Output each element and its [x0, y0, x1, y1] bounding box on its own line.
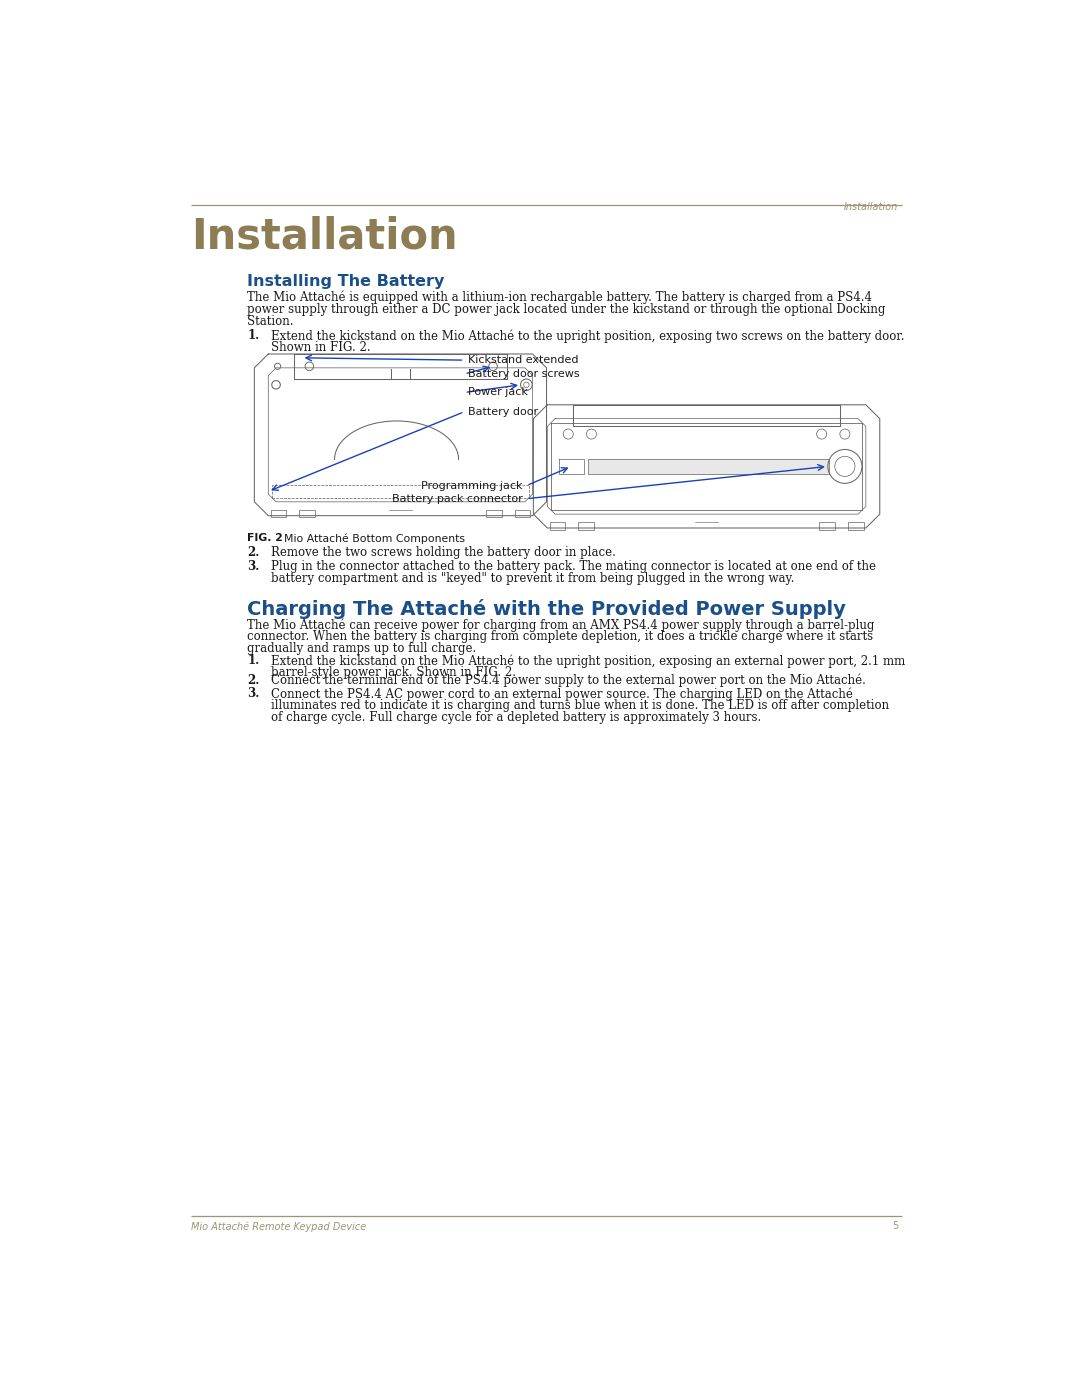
Text: 2.: 2. [247, 673, 260, 686]
Text: 3.: 3. [247, 560, 260, 573]
Text: Kickstand extended: Kickstand extended [469, 355, 579, 365]
Text: Installation: Installation [845, 201, 899, 211]
Text: Battery door screws: Battery door screws [469, 369, 580, 379]
Text: Battery door: Battery door [469, 407, 538, 416]
Text: Battery pack connector: Battery pack connector [392, 493, 523, 504]
Bar [820, 522, 835, 529]
Text: Extend the kickstand on the Mio Attaché to the upright position, exposing two sc: Extend the kickstand on the Mio Attaché … [271, 330, 904, 342]
Text: illuminates red to indicate it is charging and turns blue when it is done. The L: illuminates red to indicate it is chargi… [271, 700, 889, 712]
Bar [486, 510, 501, 517]
Text: Connect the terminal end of the PS4.4 power supply to the external power port on: Connect the terminal end of the PS4.4 po… [271, 673, 865, 687]
Text: connector. When the battery is charging from complete depletion, it does a trick: connector. When the battery is charging … [247, 630, 874, 643]
Bar [515, 510, 530, 517]
Text: Charging The Attaché with the Provided Power Supply: Charging The Attaché with the Provided P… [247, 599, 847, 619]
Text: Mio Attaché Bottom Components: Mio Attaché Bottom Components [276, 534, 464, 543]
Text: FIG. 2: FIG. 2 [247, 534, 283, 543]
Bar [578, 522, 594, 529]
Text: 2.: 2. [247, 546, 260, 559]
Text: 1.: 1. [247, 330, 259, 342]
Text: 3.: 3. [247, 687, 260, 700]
Bar [848, 522, 864, 529]
Bar [299, 510, 314, 517]
Text: Installation: Installation [191, 215, 458, 257]
Text: gradually and ramps up to full charge.: gradually and ramps up to full charge. [247, 643, 476, 655]
Bar [271, 510, 286, 517]
Text: barrel-style power jack. Shown in FIG. 2.: barrel-style power jack. Shown in FIG. 2… [271, 666, 515, 679]
Text: Station.: Station. [247, 314, 294, 328]
Text: battery compartment and is "keyed" to prevent it from being plugged in the wrong: battery compartment and is "keyed" to pr… [271, 573, 794, 585]
Text: Installing The Battery: Installing The Battery [247, 274, 445, 289]
Text: Shown in FIG. 2.: Shown in FIG. 2. [271, 341, 370, 355]
Text: power supply through either a DC power jack located under the kickstand or throu: power supply through either a DC power j… [247, 303, 886, 316]
Bar [589, 458, 829, 474]
Text: of charge cycle. Full charge cycle for a depleted battery is approximately 3 hou: of charge cycle. Full charge cycle for a… [271, 711, 761, 724]
Text: Power jack: Power jack [469, 387, 528, 398]
Text: Connect the PS4.4 AC power cord to an external power source. The charging LED on: Connect the PS4.4 AC power cord to an ex… [271, 687, 852, 701]
Text: 5: 5 [892, 1221, 899, 1231]
Text: 1.: 1. [247, 654, 259, 668]
Bar [550, 522, 565, 529]
Text: The Mio Attaché can receive power for charging from an AMX PS4.4 power supply th: The Mio Attaché can receive power for ch… [247, 617, 875, 631]
Text: Remove the two screws holding the battery door in place.: Remove the two screws holding the batter… [271, 546, 616, 559]
Text: The Mio Attaché is equipped with a lithium-ion rechargable battery. The battery : The Mio Attaché is equipped with a lithi… [247, 291, 873, 305]
Text: Plug in the connector attached to the battery pack. The mating connector is loca: Plug in the connector attached to the ba… [271, 560, 876, 573]
Text: Programming jack: Programming jack [421, 481, 523, 490]
Text: Extend the kickstand on the Mio Attaché to the upright position, exposing an ext: Extend the kickstand on the Mio Attaché … [271, 654, 905, 668]
Text: Mio Attaché Remote Keypad Device: Mio Attaché Remote Keypad Device [191, 1221, 366, 1232]
